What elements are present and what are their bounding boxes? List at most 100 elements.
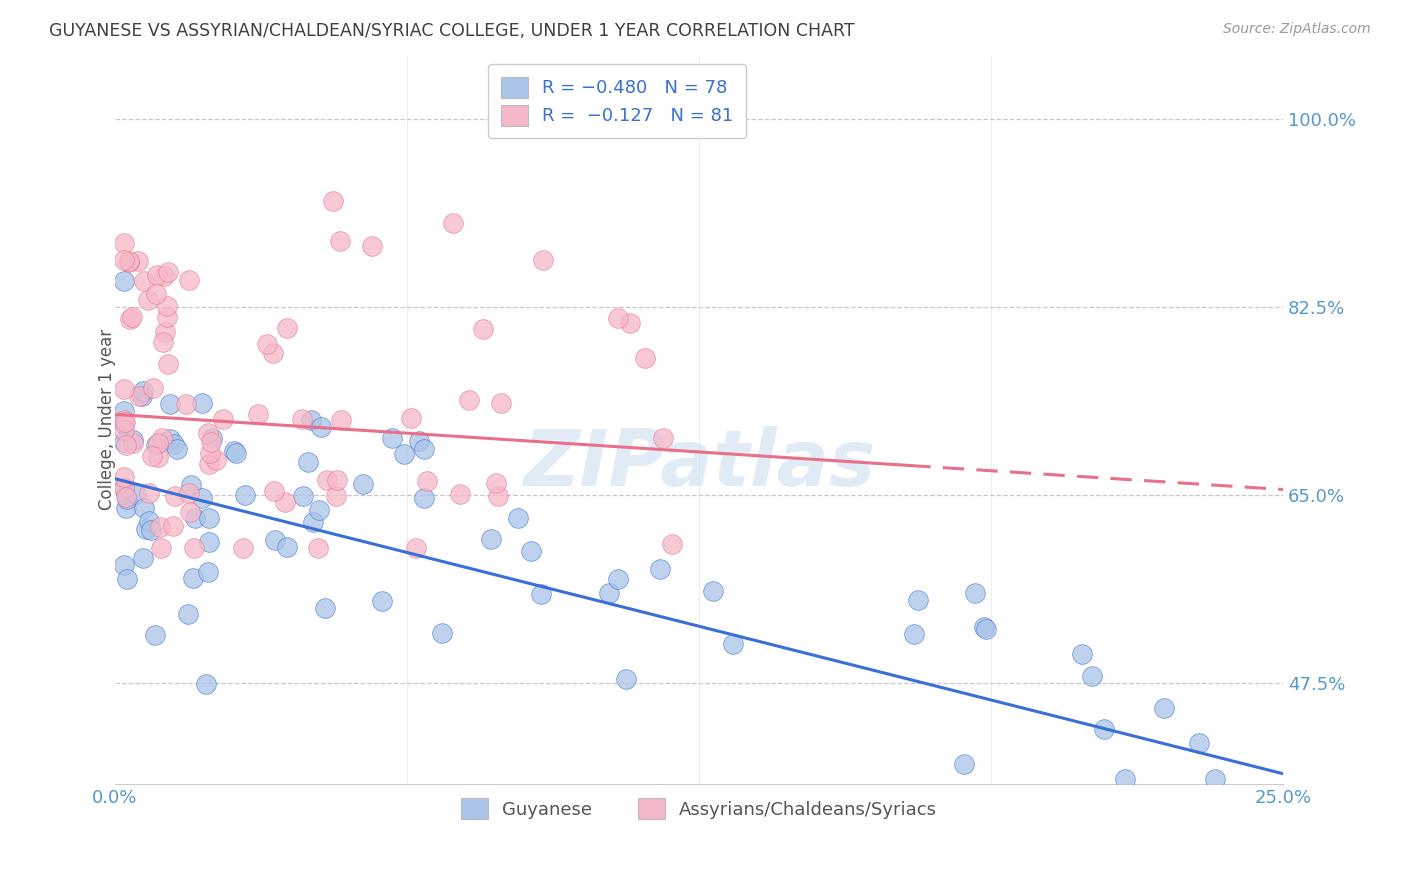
Point xyxy=(1188,736,1211,750)
Point xyxy=(262,345,284,359)
Point xyxy=(1071,647,1094,661)
Point xyxy=(115,490,138,504)
Point xyxy=(607,311,630,326)
Point xyxy=(399,410,422,425)
Point xyxy=(152,269,174,284)
Point xyxy=(112,558,135,572)
Point xyxy=(177,607,200,622)
Point xyxy=(112,382,135,396)
Point xyxy=(112,274,135,288)
Point xyxy=(112,417,135,431)
Point xyxy=(721,637,744,651)
Point xyxy=(121,435,143,450)
Point xyxy=(118,312,141,326)
Point xyxy=(163,437,186,451)
Point xyxy=(149,520,172,534)
Point xyxy=(200,434,222,449)
Point xyxy=(247,407,270,421)
Point xyxy=(112,470,135,484)
Point xyxy=(180,478,202,492)
Point xyxy=(520,543,543,558)
Point xyxy=(264,533,287,547)
Point xyxy=(121,310,143,324)
Point xyxy=(112,423,135,437)
Point xyxy=(128,389,150,403)
Point xyxy=(118,254,141,268)
Point xyxy=(159,396,181,410)
Point xyxy=(392,447,415,461)
Point xyxy=(301,515,323,529)
Point xyxy=(598,585,620,599)
Point xyxy=(416,474,439,488)
Point xyxy=(152,334,174,349)
Point xyxy=(197,425,219,440)
Point xyxy=(973,620,995,634)
Point xyxy=(166,442,188,456)
Point xyxy=(430,625,453,640)
Point xyxy=(114,438,136,452)
Point xyxy=(224,443,246,458)
Point xyxy=(651,431,673,445)
Point xyxy=(329,234,352,248)
Point xyxy=(412,491,434,505)
Point xyxy=(233,488,256,502)
Point xyxy=(145,437,167,451)
Point xyxy=(702,584,724,599)
Point xyxy=(309,420,332,434)
Point xyxy=(458,392,481,407)
Point xyxy=(148,436,170,450)
Point xyxy=(371,594,394,608)
Point xyxy=(1092,722,1115,736)
Point xyxy=(149,541,172,556)
Point xyxy=(163,489,186,503)
Point xyxy=(191,396,214,410)
Point xyxy=(153,325,176,339)
Point xyxy=(489,396,512,410)
Point xyxy=(907,593,929,607)
Point xyxy=(112,253,135,268)
Point xyxy=(326,473,349,487)
Point xyxy=(205,452,228,467)
Point xyxy=(125,486,148,500)
Point xyxy=(112,481,135,495)
Point xyxy=(114,435,136,450)
Point xyxy=(181,570,204,584)
Point xyxy=(297,455,319,469)
Text: Source: ZipAtlas.com: Source: ZipAtlas.com xyxy=(1223,22,1371,37)
Point xyxy=(135,522,157,536)
Point xyxy=(263,483,285,498)
Point xyxy=(256,337,278,351)
Point xyxy=(183,541,205,556)
Point xyxy=(634,351,657,365)
Point xyxy=(449,486,471,500)
Point xyxy=(408,434,430,448)
Point xyxy=(325,489,347,503)
Y-axis label: College, Under 1 year: College, Under 1 year xyxy=(97,329,115,510)
Point xyxy=(159,432,181,446)
Point xyxy=(162,518,184,533)
Point xyxy=(156,357,179,371)
Point xyxy=(485,475,508,490)
Point xyxy=(115,500,138,515)
Point xyxy=(115,572,138,586)
Point xyxy=(976,622,998,636)
Point xyxy=(198,457,221,471)
Point xyxy=(232,541,254,556)
Point xyxy=(405,541,427,556)
Point xyxy=(607,572,630,586)
Point xyxy=(225,445,247,459)
Point xyxy=(200,445,222,459)
Point xyxy=(322,194,344,208)
Point xyxy=(198,511,221,525)
Point xyxy=(197,565,219,579)
Point xyxy=(531,253,554,268)
Point xyxy=(127,254,149,268)
Point xyxy=(441,216,464,230)
Point xyxy=(114,415,136,429)
Point xyxy=(183,511,205,525)
Point xyxy=(156,299,179,313)
Point xyxy=(156,310,179,324)
Point xyxy=(619,316,641,330)
Point xyxy=(1204,772,1226,786)
Point xyxy=(198,535,221,549)
